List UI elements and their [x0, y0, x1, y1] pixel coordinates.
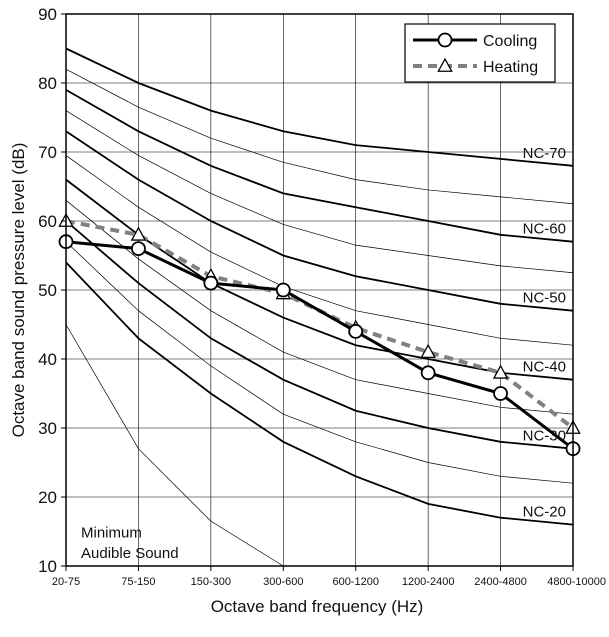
heating-point	[130, 226, 147, 241]
legend-marker-triangle	[437, 57, 453, 72]
annotation-text: Minimum	[81, 525, 142, 542]
x-tick-label: 20-75	[52, 576, 80, 588]
x-tick-label: 75-150	[121, 576, 155, 588]
y-axis: 10 20 30 40 50 60 70 80 90	[38, 5, 66, 576]
nc-curve	[65, 68, 574, 205]
y-axis-label: Octave band sound pressure level (dB)	[9, 143, 28, 438]
x-tick-label: 150-300	[191, 576, 231, 588]
y-tick-label: 50	[38, 281, 57, 300]
y-tick-label: 90	[38, 5, 57, 24]
nc-curve	[65, 89, 574, 243]
series-group	[58, 212, 581, 457]
x-tick-label: 1200-2400	[402, 576, 455, 588]
nc-curves: NC-70 NC-60 NC-50 NC-40 NC-30 NC-20	[65, 47, 574, 567]
nc-curve	[65, 220, 574, 450]
nc-curve	[65, 200, 574, 415]
nc-curve-label: NC-30	[523, 428, 566, 445]
legend-marker-circle	[437, 32, 453, 48]
x-tick-label: 2400-4800	[474, 576, 527, 588]
annotation-text: Audible Sound	[81, 545, 179, 562]
nc-curve-label: NC-70	[523, 145, 566, 162]
legend-label: Heating	[483, 59, 538, 76]
nc-curve	[65, 324, 284, 567]
heating-point	[420, 343, 436, 359]
cooling-point	[131, 241, 146, 257]
nc-curve	[65, 130, 574, 312]
series-line	[65, 240, 574, 450]
nc-curve	[65, 47, 574, 167]
y-tick-label: 20	[38, 488, 57, 507]
nc-curve-label: NC-20	[523, 504, 566, 521]
cooling-point	[203, 275, 219, 291]
cooling-point	[348, 323, 364, 339]
x-axis: 20-75 75-150 150-300 300-600 600-1200 1200-24…	[52, 566, 606, 588]
legend-box	[404, 23, 556, 83]
x-axis-label: Octave band frequency (Hz)	[211, 597, 424, 616]
annotations: Minimum Audible Sound	[81, 525, 179, 563]
legend: Cooling Heating	[404, 23, 556, 83]
cooling-point	[420, 365, 436, 381]
nc-curve	[65, 261, 574, 526]
y-tick-label: 10	[38, 557, 57, 576]
cooling-point	[493, 386, 508, 401]
x-tick-label: 600-1200	[332, 576, 379, 588]
y-tick-label: 30	[38, 419, 57, 438]
grid	[65, 13, 574, 567]
nc-curve-label: NC-50	[523, 290, 566, 307]
y-tick-label: 60	[38, 212, 57, 231]
nc-curve-label: NC-60	[523, 221, 566, 238]
nc-curve	[65, 155, 574, 346]
nc-curve-label: NC-40	[523, 359, 566, 376]
nc-curve	[65, 241, 574, 484]
x-tick-label: 300-600	[263, 576, 303, 588]
y-tick-label: 80	[38, 74, 57, 93]
y-tick-label: 40	[38, 350, 57, 369]
x-tick-label: 4800-10000	[547, 576, 606, 588]
nc-curve	[65, 110, 574, 274]
y-tick-label: 70	[38, 143, 57, 162]
heating-point	[492, 364, 509, 379]
cooling-point	[275, 282, 291, 298]
legend-label: Cooling	[483, 33, 537, 50]
